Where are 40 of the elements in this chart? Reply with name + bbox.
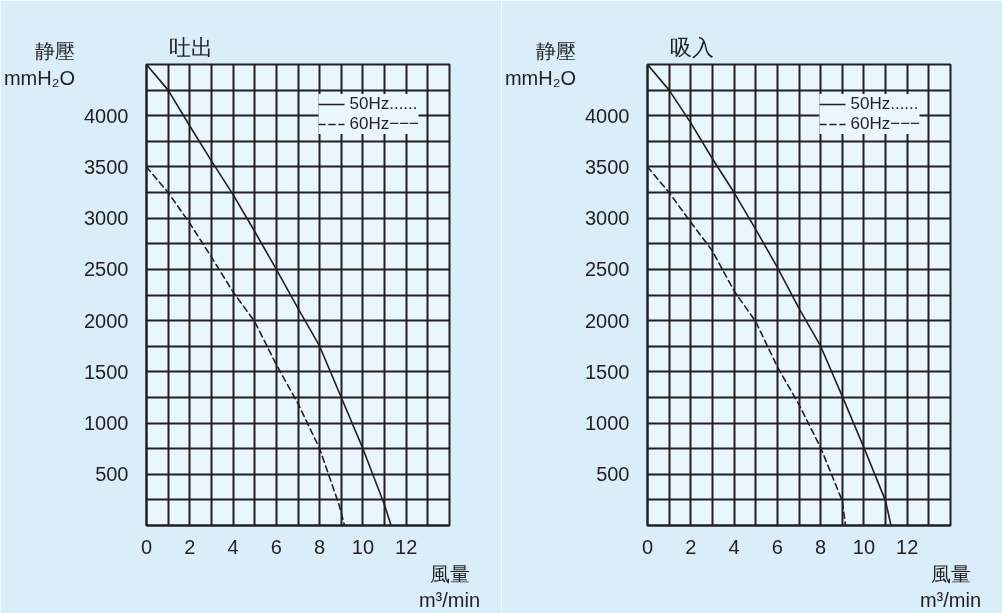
y-tick-label: 2500 (84, 258, 129, 281)
y-tick-label: 500 (596, 463, 630, 486)
y-tick-label: 2500 (585, 258, 630, 281)
y-tick-label: 2000 (585, 309, 630, 332)
x-axis-title: 風量 m³/min (418, 562, 481, 611)
x-tick-label: 4 (227, 535, 239, 558)
legend-label: 60Hz−−− (850, 114, 920, 134)
x-tick-label: 12 (896, 535, 919, 558)
y-tick-label: 1000 (84, 412, 129, 435)
x-tick-label: 8 (314, 535, 326, 558)
x-tick-label: 6 (270, 535, 282, 558)
y-tick-label: 3000 (585, 207, 630, 230)
y-tick-label: 3500 (585, 155, 630, 178)
y-tick-label: 500 (95, 463, 129, 486)
y-tick-label: 1000 (585, 412, 630, 435)
x-tick-label: 12 (395, 535, 418, 558)
y-tick-label: 4000 (84, 104, 129, 127)
legend-label: 50Hz...... (349, 94, 418, 114)
y-tick-label: 3500 (84, 155, 129, 178)
y-axis-title: 静壓 mmH₂O (3, 40, 76, 89)
y-tick-label: 4000 (585, 104, 630, 127)
legend-label: 60Hz−−− (349, 114, 419, 134)
y-axis-title: 静壓 mmH₂O (504, 40, 577, 89)
x-tick-label: 10 (852, 535, 876, 558)
x-tick-label: 2 (685, 535, 697, 558)
y-tick-label: 2000 (84, 309, 129, 332)
x-tick-label: 0 (140, 535, 153, 558)
x-tick-label: 0 (641, 535, 654, 558)
chart-title: 吐出 (168, 34, 213, 60)
y-tick-label: 3000 (84, 207, 129, 230)
x-tick-label: 6 (771, 535, 783, 558)
chart-title: 吸入 (669, 34, 714, 60)
x-tick-label: 8 (815, 535, 827, 558)
y-tick-label: 1500 (84, 360, 129, 383)
x-tick-label: 2 (184, 535, 196, 558)
x-tick-label: 4 (728, 535, 740, 558)
y-tick-label: 1500 (585, 360, 630, 383)
legend-label: 50Hz...... (850, 94, 919, 114)
x-axis-title: 風量 m³/min (919, 562, 982, 611)
x-tick-label: 10 (351, 535, 375, 558)
